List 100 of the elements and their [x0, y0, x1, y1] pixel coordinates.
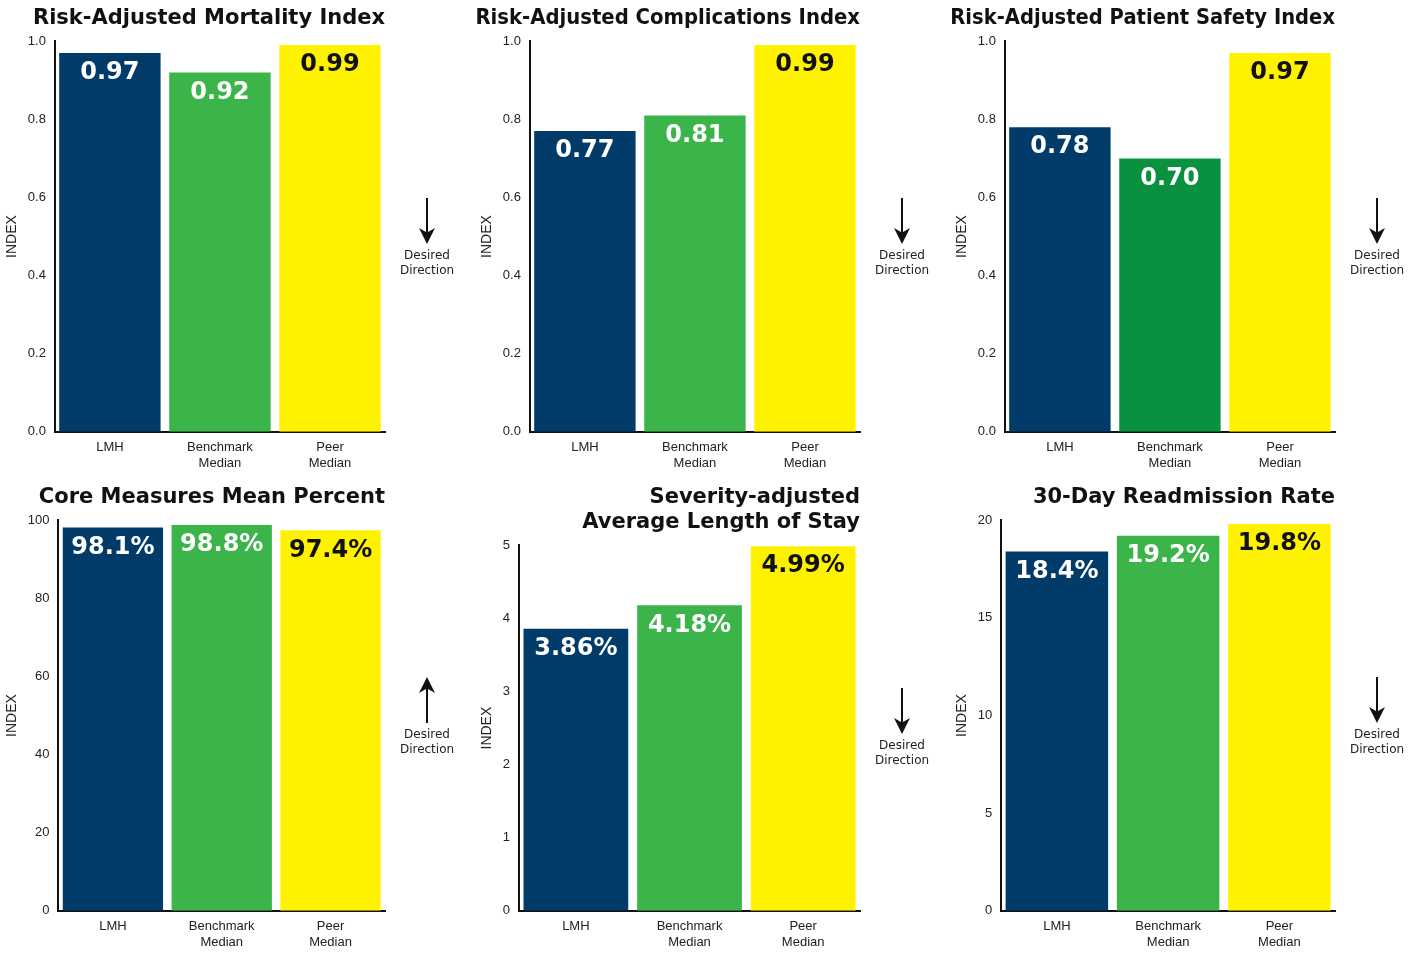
bar: [637, 605, 742, 911]
x-tick-label: Benchmark Median: [662, 439, 729, 470]
chart-title: Risk-Adjusted Mortality Index: [32, 5, 386, 30]
text: Desired Direction: [399, 248, 455, 278]
y-tick-label: 1.0: [502, 32, 521, 48]
y-tick-label: 40: [35, 746, 50, 762]
y-tick-label: 0.4: [502, 267, 521, 283]
bar: [750, 546, 856, 911]
y-tick-label: 20: [977, 511, 993, 527]
y-axis-title: INDEX: [3, 214, 20, 258]
text: Desired Direction: [874, 738, 930, 768]
x-tick-label: LMH: [562, 918, 590, 934]
y-axis-title: INDEX: [953, 693, 970, 737]
y-tick-label: 0: [502, 902, 511, 918]
chart-title: Severity-adjusted Average Length of Stay: [582, 484, 861, 534]
y-tick-label: 1.0: [27, 32, 46, 48]
x-tick-label: LMH: [1046, 439, 1074, 455]
y-tick-label: 0.0: [27, 423, 46, 439]
y-axis-title: INDEX: [478, 706, 495, 750]
y-tick-label: 0.0: [977, 423, 996, 439]
x-tick-label: Peer Median: [309, 918, 352, 949]
x-tick-label: Benchmark Median: [1137, 439, 1204, 470]
data-label: 0.97: [1250, 57, 1310, 86]
x-tick-label: Benchmark Median: [1135, 918, 1202, 949]
y-tick-label: 0: [985, 902, 993, 918]
y-tick-label: 4: [502, 610, 511, 626]
y-tick-label: 5: [502, 536, 511, 552]
bar: [1009, 127, 1111, 432]
y-tick-label: 0.2: [27, 345, 46, 361]
y-tick-label: 10: [977, 707, 993, 723]
y-tick-label: 0.6: [27, 189, 46, 205]
chart-title: Risk-Adjusted Patient Safety Index: [950, 4, 1335, 30]
y-tick-label: 100: [27, 511, 50, 527]
y-tick-label: 0.4: [27, 267, 46, 283]
data-label: 0.70: [1140, 162, 1200, 191]
y-tick-label: 0.8: [977, 110, 996, 126]
y-tick-label: 3: [502, 683, 511, 699]
data-label: 0.97: [80, 57, 140, 86]
x-tick-label: Peer Median: [783, 439, 827, 470]
y-tick-label: 0.6: [502, 189, 521, 205]
data-label: 18.4%: [1015, 555, 1099, 584]
data-label: 0.92: [190, 76, 250, 105]
bar: [1228, 524, 1331, 911]
bar: [1119, 158, 1221, 432]
data-label: 0.99: [300, 49, 360, 78]
bar: [523, 628, 629, 911]
data-label: 19.2%: [1126, 540, 1210, 569]
y-tick-label: 2: [502, 756, 511, 772]
data-label: 97.4%: [288, 534, 373, 563]
data-label: 4.99%: [761, 550, 845, 579]
y-tick-label: 0.8: [27, 110, 46, 126]
text: Desired Direction: [1349, 248, 1405, 278]
x-tick-label: Peer Median: [1258, 439, 1302, 470]
x-tick-label: Benchmark Median: [187, 439, 254, 470]
x-tick-label: Peer Median: [1258, 918, 1301, 949]
y-tick-label: 0.2: [977, 345, 996, 361]
bar: [279, 45, 381, 432]
data-label: 4.18%: [647, 609, 732, 638]
x-tick-label: LMH: [99, 918, 127, 934]
y-tick-label: 1: [502, 829, 511, 845]
y-tick-label: 80: [35, 589, 50, 605]
chart-title: Risk-Adjusted Complications Index: [475, 4, 860, 30]
bar: [1229, 52, 1331, 432]
x-tick-label: Benchmark Median: [188, 918, 256, 949]
y-tick-label: 15: [977, 609, 993, 625]
x-tick-label: Peer Median: [781, 918, 825, 949]
x-tick-label: Peer Median: [308, 439, 352, 470]
x-tick-label: Benchmark Median: [656, 918, 723, 949]
data-label: 19.8%: [1237, 528, 1322, 557]
y-tick-label: 60: [35, 668, 50, 684]
y-tick-label: 20: [35, 824, 50, 840]
x-tick-label: LMH: [571, 439, 599, 455]
data-label: 0.81: [665, 119, 725, 148]
bar: [754, 45, 856, 432]
y-axis-title: INDEX: [3, 693, 20, 737]
data-label: 3.86%: [534, 632, 618, 661]
bar: [644, 115, 746, 432]
data-label: 0.78: [1030, 131, 1090, 160]
bar: [1116, 535, 1220, 911]
y-axis-title: INDEX: [953, 214, 970, 258]
y-tick-label: 1.0: [977, 32, 996, 48]
bar: [534, 131, 636, 432]
text: Desired Direction: [399, 727, 455, 757]
x-tick-label: LMH: [1043, 918, 1071, 934]
x-tick-label: LMH: [96, 439, 124, 455]
y-tick-label: 0.4: [977, 267, 996, 283]
data-label: 0.99: [775, 49, 835, 78]
data-label: 98.8%: [180, 529, 264, 558]
y-tick-label: 0.6: [977, 189, 996, 205]
bar: [169, 72, 271, 432]
chart-title: Core Measures Mean Percent: [38, 484, 385, 509]
y-axis-title: INDEX: [478, 214, 495, 258]
y-tick-label: 0.2: [502, 345, 521, 361]
y-tick-label: 0.8: [502, 110, 521, 126]
data-label: 0.77: [555, 135, 615, 164]
y-tick-label: 0.0: [502, 423, 521, 439]
chart-title: 30-Day Readmission Rate: [1032, 484, 1335, 509]
y-tick-label: 5: [985, 804, 993, 820]
text: Desired Direction: [874, 248, 930, 278]
bar: [1005, 551, 1109, 911]
